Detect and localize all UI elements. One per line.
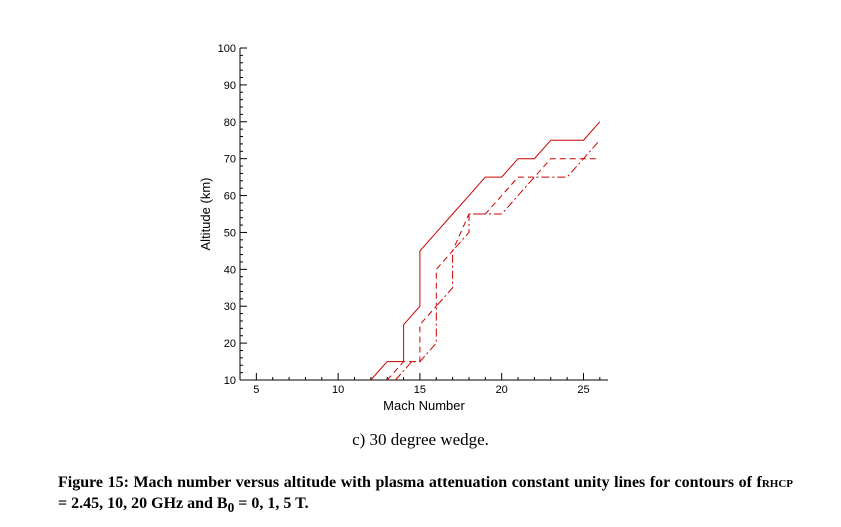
y-tick-label: 70	[224, 154, 236, 166]
y-tick-label: 20	[224, 338, 236, 350]
figure-caption-end: = 0, 1, 5 T.	[234, 495, 309, 512]
y-tick-label: 60	[224, 191, 236, 203]
series-layer	[370, 121, 601, 381]
figure-caption: Figure 15: Mach number versus altitude w…	[58, 473, 793, 518]
figure-caption-b-subscript: 0	[227, 500, 235, 516]
x-tick-label: 5	[253, 384, 259, 396]
figure-caption-f-subscript: RHCP	[761, 478, 793, 490]
series-line-solid	[370, 121, 601, 381]
axes: 10 20 30 40 50 60 70 80 90 100 5 10 15 20 25	[218, 43, 608, 396]
series-line-dashed	[386, 158, 600, 381]
series-line-dashdot	[395, 139, 601, 381]
panel-caption: c) 30 degree wedge.	[352, 430, 489, 449]
y-tick-label: 80	[224, 117, 236, 129]
y-axis-title: Altitude (km)	[198, 178, 213, 251]
figure-caption-text: Figure 15: Mach number versus altitude w…	[58, 474, 762, 491]
y-tick-label: 40	[224, 264, 236, 276]
chart: 10 20 30 40 50 60 70 80 90 100 5 10 15 20 25 Mach Numb…	[198, 43, 608, 413]
y-tick-label: 30	[224, 301, 236, 313]
x-tick-label: 10	[332, 384, 344, 396]
x-tick-label: 25	[577, 384, 589, 396]
x-tick-label: 15	[414, 384, 426, 396]
x-axis-title: Mach Number	[383, 398, 465, 413]
y-tick-label: 50	[224, 227, 236, 239]
figure-caption-middle: = 2.45, 10, 20 GHz and B	[58, 495, 228, 512]
y-tick-label: 90	[224, 80, 236, 92]
y-tick-label: 10	[224, 375, 236, 387]
y-tick-label: 100	[218, 43, 236, 55]
x-tick-label: 20	[496, 384, 508, 396]
